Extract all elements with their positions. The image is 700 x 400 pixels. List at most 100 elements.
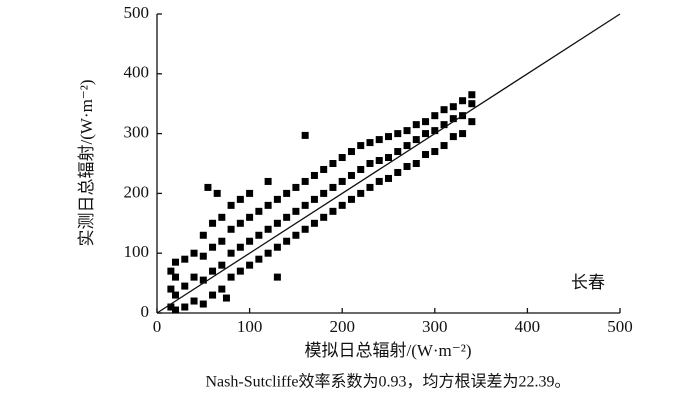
x-tick-label: 0 [153,317,162,336]
point [412,160,420,167]
point [199,252,207,260]
y-tick-label: 500 [124,3,150,22]
point [375,136,383,144]
point [468,118,476,126]
point [227,249,235,257]
point [227,225,235,233]
x-tick-label: 500 [607,317,633,336]
point [172,258,180,266]
point [209,267,217,275]
point [222,294,230,302]
point [199,231,207,239]
point [167,285,175,293]
point [329,207,337,215]
point [357,165,365,173]
point [375,177,383,185]
point [459,130,467,138]
point [422,130,430,138]
point [283,189,291,197]
point [347,195,355,203]
point [440,121,448,129]
point [366,183,374,191]
point [172,273,180,281]
point [385,154,392,162]
point [403,127,411,135]
x-tick-label: 200 [329,317,355,336]
point [338,201,346,209]
reference-line [156,13,621,314]
point [190,273,198,281]
point [264,249,272,257]
point [394,130,402,138]
point [273,273,281,281]
point [181,282,189,290]
point [273,243,281,251]
point [329,183,337,191]
caption: Nash-Sutcliffe效率系数为0.93，均方根误差为22.39。 [205,373,570,391]
point [167,267,175,275]
point [255,255,263,263]
point [403,142,411,150]
point [227,201,235,209]
point [347,148,355,156]
point [440,106,448,114]
point [310,171,318,179]
point [255,231,263,239]
point [310,219,318,227]
point [301,201,309,209]
point [236,267,244,275]
point [190,249,198,257]
point [292,231,300,239]
x-tick-label: 400 [515,317,541,336]
point [449,103,457,111]
point [181,255,189,263]
point [468,91,476,99]
point [218,261,226,269]
point [236,243,244,251]
point [431,148,439,156]
point [310,195,318,203]
point [181,303,189,311]
point [283,237,291,245]
point [394,168,402,176]
x-tick-label: 100 [237,317,263,336]
point [431,112,439,120]
point [412,121,420,129]
point [338,177,346,185]
y-tick-label: 100 [124,242,150,261]
point [246,213,254,221]
point [440,142,448,150]
point [385,133,392,141]
point [209,219,217,227]
point [199,300,207,308]
point [172,291,180,299]
point [236,195,244,203]
point [167,303,175,311]
point [264,177,272,185]
point [255,207,263,215]
point [246,237,254,245]
point [264,225,272,233]
annotation: 长春 [571,273,605,292]
point [449,133,457,141]
point [273,219,281,227]
y-tick-label: 300 [124,123,150,142]
point [301,177,309,185]
point [329,160,337,167]
point [449,115,457,123]
point [357,142,365,150]
point [218,213,226,221]
point [320,189,328,197]
y-tick-label: 0 [141,302,150,321]
point [264,201,272,209]
point [347,171,355,179]
point [292,183,300,191]
point [301,225,309,233]
point [209,243,217,251]
point [366,160,374,167]
point [246,189,254,197]
point [172,306,180,314]
point [320,165,328,173]
point [218,237,226,245]
point [385,174,392,182]
